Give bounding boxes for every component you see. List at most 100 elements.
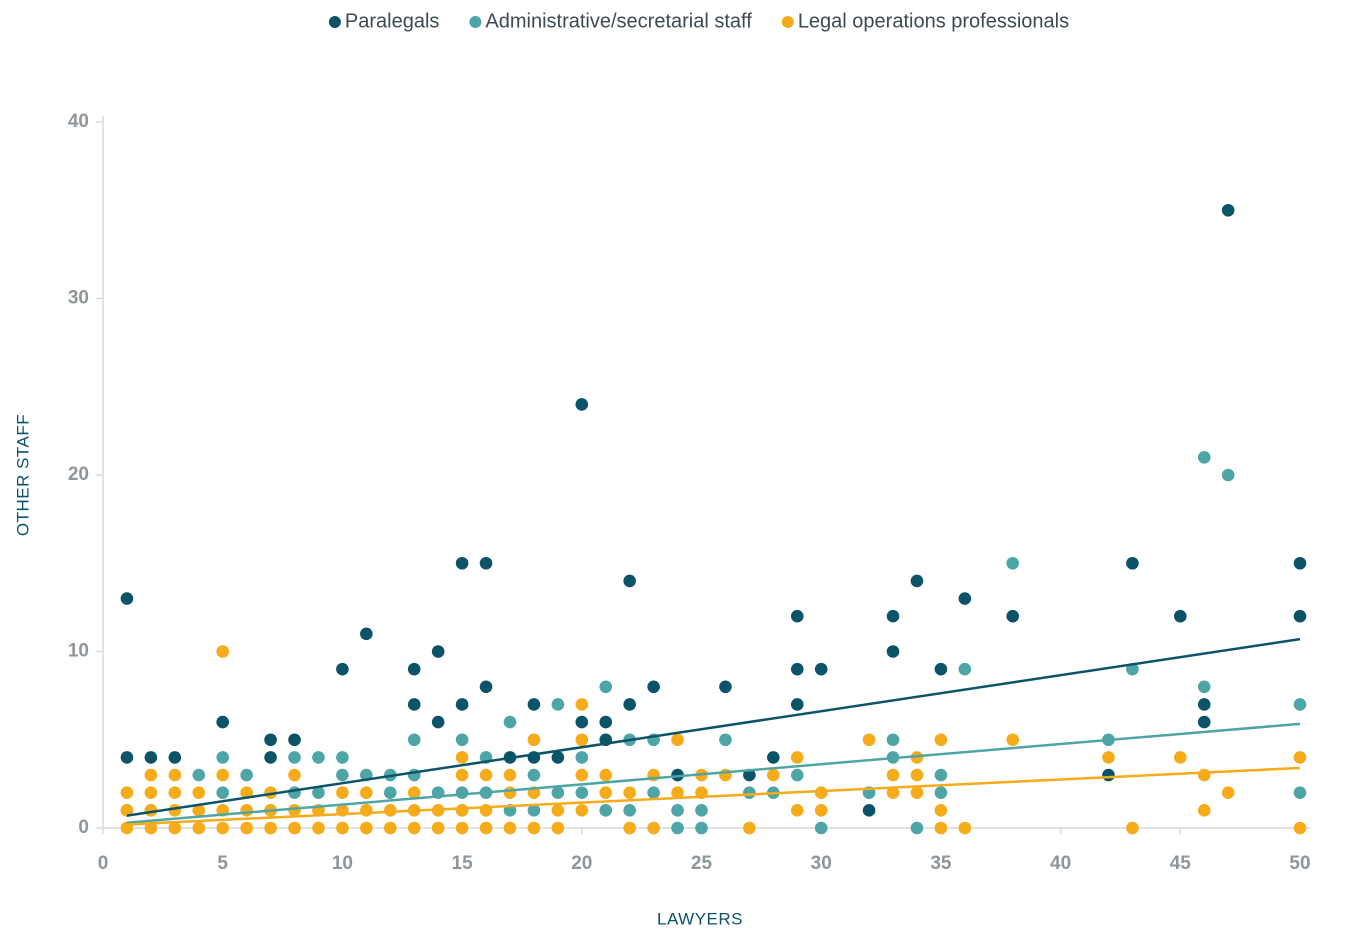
y-tick-label: 30 bbox=[68, 288, 89, 309]
x-axis-title: LAWYERS bbox=[657, 909, 743, 928]
point bbox=[312, 786, 325, 799]
point bbox=[886, 733, 900, 747]
point bbox=[551, 751, 565, 764]
legend-marker bbox=[469, 16, 482, 28]
point bbox=[623, 804, 636, 817]
point bbox=[767, 751, 780, 764]
x-tick-label: 20 bbox=[571, 853, 592, 874]
point bbox=[790, 609, 804, 623]
point bbox=[814, 662, 828, 676]
point bbox=[527, 698, 541, 711]
x-tick-label: 0 bbox=[98, 853, 109, 874]
point bbox=[886, 786, 900, 799]
legend-marker bbox=[781, 16, 794, 28]
point bbox=[479, 556, 493, 570]
point bbox=[1006, 556, 1020, 570]
point bbox=[288, 733, 301, 747]
point bbox=[168, 768, 182, 782]
point bbox=[527, 804, 541, 817]
point bbox=[1293, 786, 1307, 799]
point bbox=[647, 680, 660, 694]
point bbox=[479, 821, 493, 835]
point bbox=[168, 786, 182, 799]
point bbox=[599, 768, 613, 782]
point bbox=[551, 804, 565, 817]
point bbox=[1293, 821, 1307, 835]
point bbox=[1102, 751, 1115, 764]
point bbox=[192, 786, 206, 799]
point bbox=[671, 786, 684, 799]
point bbox=[264, 751, 277, 764]
point bbox=[1197, 698, 1211, 711]
point bbox=[383, 786, 397, 799]
point bbox=[288, 768, 301, 782]
point bbox=[743, 768, 756, 782]
point bbox=[216, 645, 229, 658]
point bbox=[431, 645, 445, 658]
trend-line bbox=[126, 766, 1301, 826]
point bbox=[551, 786, 565, 799]
point bbox=[407, 821, 421, 835]
point bbox=[1293, 698, 1307, 711]
x-tick-label: 35 bbox=[930, 853, 952, 874]
point bbox=[360, 786, 373, 799]
point bbox=[575, 768, 589, 782]
point bbox=[144, 786, 158, 799]
point bbox=[527, 821, 541, 835]
point bbox=[216, 768, 229, 782]
point bbox=[455, 804, 469, 817]
point bbox=[575, 715, 589, 729]
point bbox=[790, 768, 804, 782]
point bbox=[790, 804, 804, 817]
point bbox=[288, 804, 301, 817]
legend-marker bbox=[328, 16, 341, 28]
point bbox=[575, 786, 589, 799]
x-tick-label: 10 bbox=[332, 853, 353, 874]
point bbox=[934, 786, 948, 799]
point bbox=[455, 751, 469, 764]
point bbox=[671, 821, 684, 835]
point bbox=[312, 821, 325, 835]
point bbox=[910, 768, 924, 782]
point bbox=[503, 768, 517, 782]
point bbox=[910, 574, 924, 588]
point bbox=[958, 662, 972, 676]
point bbox=[264, 786, 277, 799]
point bbox=[192, 768, 206, 782]
point bbox=[1102, 768, 1115, 782]
point bbox=[719, 733, 732, 747]
point bbox=[168, 821, 182, 835]
point bbox=[1006, 609, 1020, 623]
point bbox=[503, 715, 517, 729]
point bbox=[575, 398, 589, 411]
y-tick-label: 0 bbox=[78, 817, 89, 838]
point bbox=[575, 804, 589, 817]
point bbox=[910, 786, 924, 799]
point bbox=[1221, 786, 1235, 799]
x-tick-label: 40 bbox=[1050, 853, 1071, 874]
point bbox=[383, 821, 397, 835]
point bbox=[240, 821, 253, 835]
point bbox=[288, 751, 301, 764]
point bbox=[647, 786, 660, 799]
point bbox=[144, 751, 158, 764]
point bbox=[790, 751, 804, 764]
point bbox=[455, 733, 469, 747]
x-tick-label: 15 bbox=[452, 853, 474, 874]
point bbox=[336, 768, 349, 782]
point bbox=[407, 786, 421, 799]
point bbox=[790, 662, 804, 676]
point bbox=[790, 698, 804, 711]
point bbox=[455, 556, 469, 570]
point bbox=[934, 768, 948, 782]
point bbox=[934, 662, 948, 676]
x-tick-label: 45 bbox=[1170, 853, 1192, 874]
point bbox=[407, 698, 421, 711]
point bbox=[264, 821, 277, 835]
point bbox=[240, 804, 253, 817]
point bbox=[503, 786, 517, 799]
point bbox=[719, 768, 732, 782]
point bbox=[862, 733, 876, 747]
point bbox=[455, 768, 469, 782]
